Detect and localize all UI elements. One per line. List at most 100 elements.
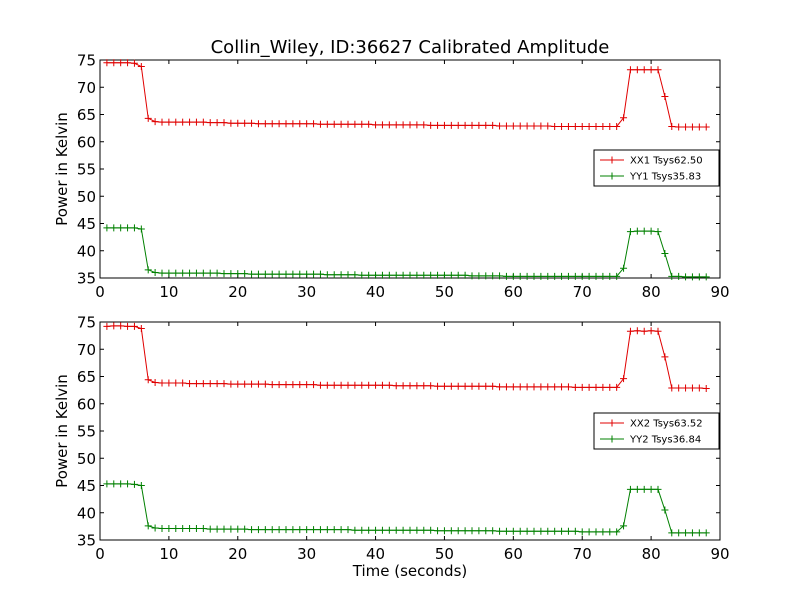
data-point	[137, 325, 145, 333]
data-point	[640, 485, 648, 493]
data-point	[316, 381, 324, 389]
x-tick-label: 0	[95, 283, 105, 301]
data-point	[420, 526, 428, 534]
data-point	[482, 121, 490, 129]
data-point	[454, 527, 462, 535]
y-tick-label: 70	[77, 341, 96, 359]
data-point	[551, 383, 559, 391]
data-point	[172, 525, 180, 533]
data-point	[516, 122, 524, 130]
data-point	[702, 273, 710, 281]
data-point	[303, 120, 311, 128]
data-point	[420, 271, 428, 279]
data-point	[248, 526, 256, 534]
data-point	[303, 270, 311, 278]
data-point	[296, 120, 304, 128]
data-point	[192, 269, 200, 277]
data-point	[420, 382, 428, 390]
data-point	[275, 120, 283, 128]
legend: XX2 Tsys63.52 YY2 Tsys36.84	[593, 412, 720, 450]
data-point	[427, 271, 435, 279]
data-point	[647, 485, 655, 493]
data-point	[137, 63, 145, 71]
data-point	[206, 380, 214, 388]
data-point	[289, 526, 297, 534]
x-tick-label: 10	[159, 283, 178, 301]
data-point	[337, 271, 345, 279]
data-point	[103, 59, 111, 67]
data-point	[296, 526, 304, 534]
figure-title: Collin_Wiley, ID:36627 Calibrated Amplit…	[211, 37, 610, 58]
data-point	[675, 529, 683, 537]
data-point	[434, 527, 442, 535]
legend-entry: XX1 Tsys62.50	[630, 156, 703, 167]
data-point	[330, 120, 338, 128]
data-point	[516, 527, 524, 535]
data-point	[227, 525, 235, 533]
data-point	[688, 529, 696, 537]
data-point	[544, 272, 552, 280]
data-point	[606, 383, 614, 391]
y-tick-label: 50	[77, 188, 96, 206]
data-point	[654, 66, 662, 74]
data-point	[351, 271, 359, 279]
data-point	[592, 272, 600, 280]
data-point	[427, 121, 435, 129]
data-point	[544, 122, 552, 130]
data-point	[461, 271, 469, 279]
y-axis-label: Power in Kelvin	[53, 374, 71, 488]
data-point	[606, 528, 614, 536]
data-point	[682, 529, 690, 537]
data-point	[365, 120, 373, 128]
data-point	[551, 272, 559, 280]
data-point	[254, 380, 262, 388]
data-point	[192, 525, 200, 533]
x-tick-label: 30	[297, 545, 316, 563]
data-point	[220, 270, 228, 278]
data-point	[668, 272, 676, 280]
data-point	[186, 269, 194, 277]
data-point	[186, 525, 194, 533]
data-point	[220, 119, 228, 127]
data-point	[468, 527, 476, 535]
data-point	[654, 327, 662, 335]
data-point	[688, 384, 696, 392]
legend-swatch-marker	[608, 419, 616, 427]
data-point	[192, 380, 200, 388]
data-point	[668, 529, 676, 537]
data-point	[413, 382, 421, 390]
data-point	[275, 270, 283, 278]
x-tick-label: 60	[504, 283, 523, 301]
data-point	[165, 118, 173, 126]
y-tick-label: 35	[77, 532, 96, 550]
series-xx	[103, 322, 710, 392]
data-point	[399, 271, 407, 279]
data-point	[544, 527, 552, 535]
data-point	[206, 119, 214, 127]
data-point	[440, 271, 448, 279]
data-point	[468, 272, 476, 280]
data-point	[268, 381, 276, 389]
data-point	[434, 382, 442, 390]
data-point	[310, 120, 318, 128]
data-point	[316, 526, 324, 534]
data-point	[323, 271, 331, 279]
data-point	[385, 381, 393, 389]
legend-swatch-marker	[608, 435, 616, 443]
data-point	[227, 270, 235, 278]
data-point	[695, 384, 703, 392]
data-point	[695, 529, 703, 537]
x-tick-label: 70	[573, 545, 592, 563]
data-point	[378, 271, 386, 279]
y-tick-label: 75	[77, 52, 96, 70]
data-point	[406, 121, 414, 129]
data-point	[461, 121, 469, 129]
data-point	[544, 383, 552, 391]
data-point	[427, 382, 435, 390]
data-point	[344, 526, 352, 534]
data-point	[440, 382, 448, 390]
data-point	[571, 527, 579, 535]
y-tick-label: 55	[77, 161, 96, 179]
data-point	[516, 272, 524, 280]
